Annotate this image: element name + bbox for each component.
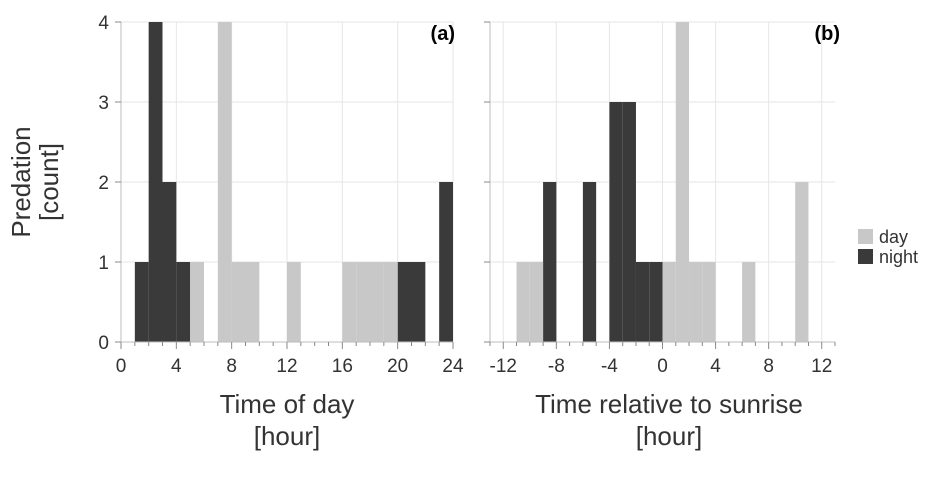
bar-day xyxy=(675,22,690,342)
bar-night xyxy=(176,262,191,342)
y-axis-unit: [count] xyxy=(34,143,64,221)
bar-night xyxy=(543,182,557,342)
x-tick-label: 24 xyxy=(442,356,464,377)
bar-day xyxy=(342,262,357,342)
x-tick-label: -4 xyxy=(601,356,618,377)
y-tick-label: 1 xyxy=(98,253,109,274)
x-tick-label: 4 xyxy=(171,356,182,377)
panel-a-label: (a) xyxy=(431,23,455,45)
x-tick-label: 20 xyxy=(387,356,408,377)
legend-night-swatch xyxy=(858,249,873,264)
bar-day xyxy=(370,262,384,342)
bar-night xyxy=(162,182,177,342)
legend-day-label: day xyxy=(879,227,908,247)
panel-b-x-unit: [hour] xyxy=(636,421,703,451)
bar-night xyxy=(134,262,149,342)
x-tick-label: 12 xyxy=(276,356,297,377)
bar-night xyxy=(609,102,623,342)
x-tick-label: -8 xyxy=(548,356,565,377)
bar-night xyxy=(411,262,426,342)
legend-day-swatch xyxy=(858,229,873,244)
x-tick-label: 4 xyxy=(710,356,721,377)
x-tick-label: 8 xyxy=(763,356,774,377)
bar-night xyxy=(649,262,663,342)
x-tick-label: 0 xyxy=(116,356,127,377)
x-tick-label: 8 xyxy=(226,356,237,377)
bar-day xyxy=(383,262,398,342)
panel-a-x-title: Time of day xyxy=(220,389,355,419)
panel-b-x-title: Time relative to sunrise xyxy=(535,389,803,419)
legend-night-label: night xyxy=(879,247,918,267)
bar-day xyxy=(190,262,204,342)
bar-day xyxy=(245,262,260,342)
y-tick-label: 3 xyxy=(98,93,109,114)
bar-day xyxy=(795,182,809,342)
y-tick-label: 4 xyxy=(98,13,109,34)
bar-day xyxy=(529,262,544,342)
bar-day xyxy=(516,262,530,342)
bar-day xyxy=(217,22,232,342)
panel-b: -12 -8 -4 0 4 8 12 (b) Time relative to sunris… xyxy=(484,21,840,451)
bar-day xyxy=(287,262,301,342)
bar-day xyxy=(662,262,676,342)
panel-b-label: (b) xyxy=(814,23,840,45)
bar-night xyxy=(622,102,636,342)
y-tick-label: 2 xyxy=(98,173,109,194)
bar-night xyxy=(397,262,412,342)
legend: day night xyxy=(858,227,918,267)
x-tick-label: 0 xyxy=(657,356,668,377)
bar-day xyxy=(689,262,703,342)
y-tick-label: 0 xyxy=(98,333,109,354)
x-tick-label: 16 xyxy=(332,356,353,377)
x-tick-label: -12 xyxy=(490,356,517,377)
bar-day xyxy=(231,262,246,342)
bar-day xyxy=(742,262,756,342)
bar-night xyxy=(635,262,650,342)
bar-day xyxy=(356,262,370,342)
bar-night xyxy=(582,182,597,342)
panel-a-x-unit: [hour] xyxy=(254,421,321,451)
bar-night xyxy=(439,182,453,342)
bar-night xyxy=(148,22,163,342)
x-tick-label: 12 xyxy=(811,356,832,377)
y-axis-title: Predation xyxy=(6,126,36,237)
bar-day xyxy=(702,262,716,342)
